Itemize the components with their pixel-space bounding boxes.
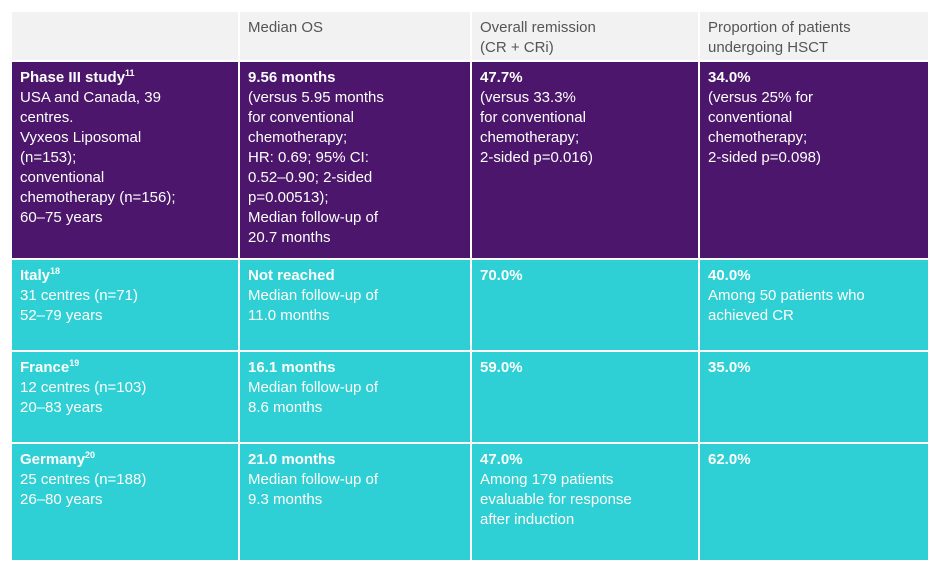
result-cell: 62.0% [700,444,928,560]
header-line: Median OS [248,19,324,36]
study-cell: Italy18 31 centres (n=71) 52–79 years [12,260,238,350]
header-cell: Proportion of patients undergoing HSCT [700,12,928,60]
study-line: centres. [20,109,74,126]
result-title: 9.56 months [248,69,336,86]
result-line: p=0.00513); [248,189,329,206]
result-title: 59.0% [480,359,523,376]
result-cell: 21.0 months Median follow-up of 9.3 months [240,444,470,560]
study-name: Phase III study [20,69,126,86]
study-line: 12 centres (n=103) [20,379,147,396]
header-line: (CR + CRi) [480,39,554,56]
reference: 11 [125,68,135,78]
result-title: 62.0% [708,451,751,468]
study-name: Germany [20,451,86,468]
result-cell: 70.0% [472,260,698,350]
reference: 18 [50,266,61,276]
result-title: 16.1 months [248,359,336,376]
result-line: 9.3 months [248,491,323,508]
result-cell: 40.0% Among 50 patients who achieved CR [700,260,928,350]
study-title: Germany20 [20,450,230,470]
result-line: conventional [708,109,793,126]
result-title: 47.0% [480,451,523,468]
result-title: 47.7% [480,69,523,86]
result-title: 34.0% [708,69,751,86]
result-line: evaluable for response [480,491,632,508]
study-line: conventional [20,169,105,186]
result-line: (versus 5.95 months [248,89,384,106]
result-line: 8.6 months [248,399,323,416]
result-line: 0.52–0.90; 2-sided [248,169,373,186]
result-line: Among 179 patients [480,471,614,488]
result-cell: 59.0% [472,352,698,442]
study-line: 20–83 years [20,399,103,416]
result-cell: 16.1 months Median follow-up of 8.6 months [240,352,470,442]
result-line: (versus 33.3% [480,89,576,106]
study-line: USA and Canada, 39 [20,89,161,106]
result-line: Median follow-up of [248,379,379,396]
table: Median OS Overall remission (CR + CRi) Prop… [12,12,928,560]
study-name: Italy [20,267,51,284]
result-title: 35.0% [708,359,751,376]
result-line: HR: 0.69; 95% CI: [248,149,369,166]
study-line: 25 centres (n=188) [20,471,147,488]
result-line: 11.0 months [248,307,330,324]
study-line: Vyxeos Liposomal [20,129,142,146]
reference: 19 [69,358,80,368]
result-cell: 35.0% [700,352,928,442]
reference: 20 [85,450,96,460]
result-line: Among 50 patients who [708,287,865,304]
header-blank [12,12,238,60]
study-cell: Germany20 25 centres (n=188) 26–80 years [12,444,238,560]
result-cell: 47.0% Among 179 patients evaluable for res… [472,444,698,560]
result-cell: 47.7% (versus 33.3% for conventional chemot… [472,62,698,258]
result-line: 20.7 months [248,229,331,246]
result-line: (versus 25% for [708,89,814,106]
study-line: 60–75 years [20,209,103,226]
study-name: France [20,359,70,376]
result-line: for conventional [480,109,586,126]
study-line: chemotherapy (n=156); [20,189,176,206]
study-line: 52–79 years [20,307,103,324]
header-cell: Overall remission (CR + CRi) [472,12,698,60]
study-line: (n=153); [20,149,77,166]
study-cell: Phase III study11 USA and Canada, 39 centr… [12,62,238,258]
header-line: Proportion of patients [708,19,851,36]
result-line: chemotherapy; [708,129,808,146]
result-cell: Not reached Median follow-up of 11.0 month… [240,260,470,350]
result-cell: 9.56 months (versus 5.95 months for conven… [240,62,470,258]
study-cell: France19 12 centres (n=103) 20–83 years [12,352,238,442]
result-line: Median follow-up of [248,209,379,226]
header-line: undergoing HSCT [708,39,829,56]
header-cell: Median OS [240,12,470,60]
result-title: 21.0 months [248,451,336,468]
study-line: 26–80 years [20,491,103,508]
result-title: 70.0% [480,267,523,284]
result-line: Median follow-up of [248,287,379,304]
study-title: Phase III study11 [20,68,230,88]
result-line: 2-sided p=0.016) [480,149,593,166]
study-title: France19 [20,358,230,378]
result-line: 2-sided p=0.098) [708,149,821,166]
result-line: chemotherapy; [248,129,348,146]
study-title: Italy18 [20,266,230,286]
result-cell: 34.0% (versus 25% for conventional chemothe… [700,62,928,258]
result-line: for conventional [248,109,354,126]
result-line: chemotherapy; [480,129,580,146]
result-title: Not reached [248,267,335,284]
study-line: 31 centres (n=71) [20,287,138,304]
header-line: Overall remission [480,19,596,36]
result-line: Median follow-up of [248,471,379,488]
result-title: 40.0% [708,267,751,284]
result-line: achieved CR [708,307,794,324]
result-line: after induction [480,511,575,528]
